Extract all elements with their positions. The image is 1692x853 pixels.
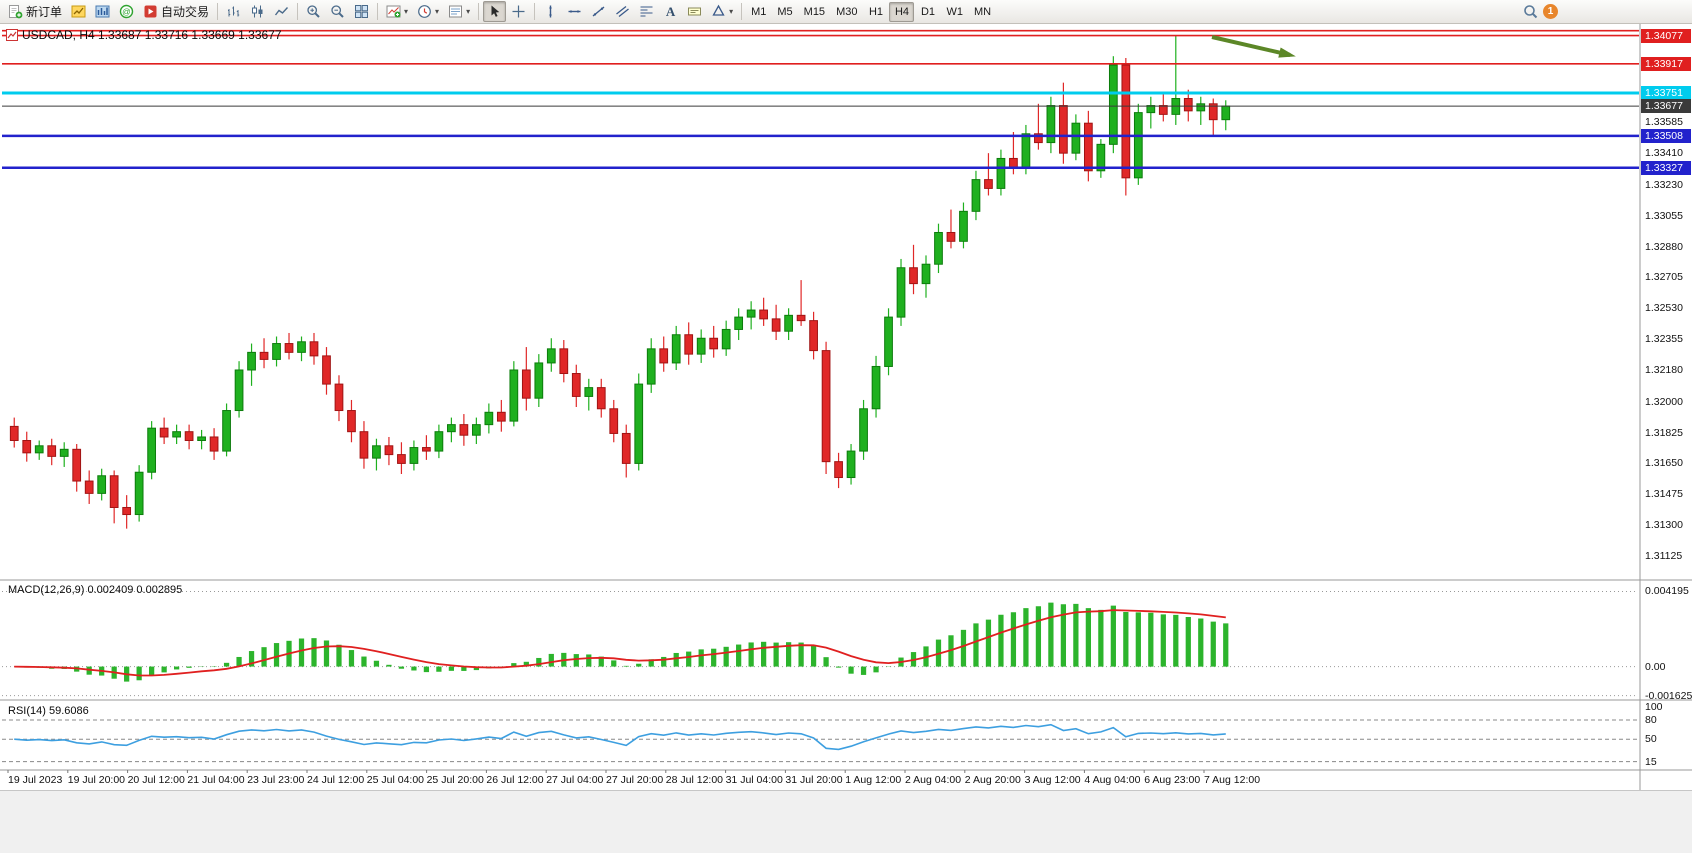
profiles-icon	[95, 5, 110, 18]
shapes-button[interactable]: ▾	[707, 1, 737, 22]
dropdown-caret: ▾	[435, 6, 440, 16]
new-order-button[interactable]: 新订单	[4, 1, 66, 22]
horizontal-line-icon	[568, 10, 581, 13]
horizontal-line-button[interactable]	[563, 1, 586, 22]
templates-button[interactable]: ▾	[444, 1, 474, 22]
text-label-button[interactable]	[683, 1, 706, 22]
fibonacci-button[interactable]	[635, 1, 658, 22]
search-icon	[1524, 5, 1538, 19]
candlestick-icon	[252, 5, 263, 18]
new-chart-button[interactable]	[67, 1, 90, 22]
fibonacci-icon	[640, 6, 653, 17]
dropdown-caret: ▾	[404, 6, 409, 16]
bar-chart-icon	[228, 6, 240, 17]
indicators-button[interactable]: ▾	[382, 1, 412, 22]
trendline-icon	[592, 6, 605, 17]
toolbar-separator	[297, 3, 299, 20]
profiles-button[interactable]	[91, 1, 114, 22]
timeframe-m1-button[interactable]: M1	[746, 2, 771, 22]
community-button[interactable]: @	[115, 1, 138, 22]
line-chart-icon	[274, 7, 289, 16]
cursor-icon	[491, 5, 500, 17]
auto-trading-button[interactable]: 自动交易	[139, 1, 213, 22]
text-tool-icon: A	[665, 3, 676, 19]
periods-button[interactable]: ▾	[413, 1, 443, 22]
candlestick-button[interactable]	[246, 1, 269, 22]
chart-canvas[interactable]	[0, 24, 1692, 790]
toolbar-separator	[534, 3, 536, 20]
trendline-button[interactable]	[587, 1, 610, 22]
shapes-icon	[712, 4, 725, 16]
auto-trading-icon	[144, 5, 157, 18]
toolbar: 新订单 @ 自动交易 ▾ ▾ ▾	[0, 0, 1692, 24]
timeframe-h4-button[interactable]: H4	[889, 1, 915, 22]
text-label-icon	[688, 7, 702, 16]
timeframe-m30-button[interactable]: M30	[831, 2, 862, 22]
clock-icon	[418, 5, 431, 18]
zoom-in-button[interactable]	[302, 1, 325, 22]
timeframe-m15-button[interactable]: M15	[799, 2, 830, 22]
tile-windows-icon	[355, 5, 369, 18]
new-chart-icon	[71, 5, 86, 18]
vertical-line-button[interactable]	[539, 1, 562, 22]
timeframe-d1-button[interactable]: D1	[915, 2, 940, 22]
text-tool-button[interactable]: A	[659, 1, 682, 22]
dropdown-caret: ▾	[729, 6, 734, 16]
new-order-icon	[9, 5, 23, 19]
tile-windows-button[interactable]	[350, 1, 373, 22]
dropdown-caret: ▾	[466, 6, 471, 16]
toolbar-separator	[217, 3, 219, 20]
vertical-line-icon	[549, 5, 552, 18]
timeframe-toolbar: M1 M5 M15 M30 H1 H4 D1 W1 MN	[746, 1, 996, 22]
auto-trading-label: 自动交易	[161, 5, 210, 19]
timeframe-mn-button[interactable]: MN	[969, 2, 996, 22]
channel-button[interactable]	[611, 1, 634, 22]
zoom-out-icon	[331, 5, 344, 18]
crosshair-button[interactable]	[507, 1, 530, 22]
crosshair-icon	[512, 5, 525, 18]
search-button[interactable]	[1519, 1, 1542, 22]
toolbar-separator	[478, 3, 480, 20]
zoom-in-icon	[307, 5, 320, 18]
zoom-out-button[interactable]	[326, 1, 349, 22]
status-strip	[0, 790, 1692, 853]
svg-text:@: @	[122, 6, 131, 16]
notification-badge[interactable]: 1	[1543, 4, 1558, 19]
timeframe-h1-button[interactable]: H1	[863, 2, 888, 22]
template-icon	[449, 5, 463, 18]
add-indicator-icon	[386, 5, 401, 18]
channel-icon	[616, 5, 629, 18]
community-icon: @	[119, 4, 134, 19]
line-chart-button[interactable]	[270, 1, 293, 22]
cursor-button[interactable]	[483, 1, 507, 22]
timeframe-m5-button[interactable]: M5	[772, 2, 797, 22]
chart-window[interactable]: USDCAD, H4 1.33687 1.33716 1.33669 1.336…	[0, 24, 1692, 790]
bar-chart-button[interactable]	[222, 1, 245, 22]
timeframe-w1-button[interactable]: W1	[941, 2, 968, 22]
new-order-label: 新订单	[26, 5, 63, 19]
toolbar-separator	[741, 3, 743, 20]
toolbar-separator	[377, 3, 379, 20]
